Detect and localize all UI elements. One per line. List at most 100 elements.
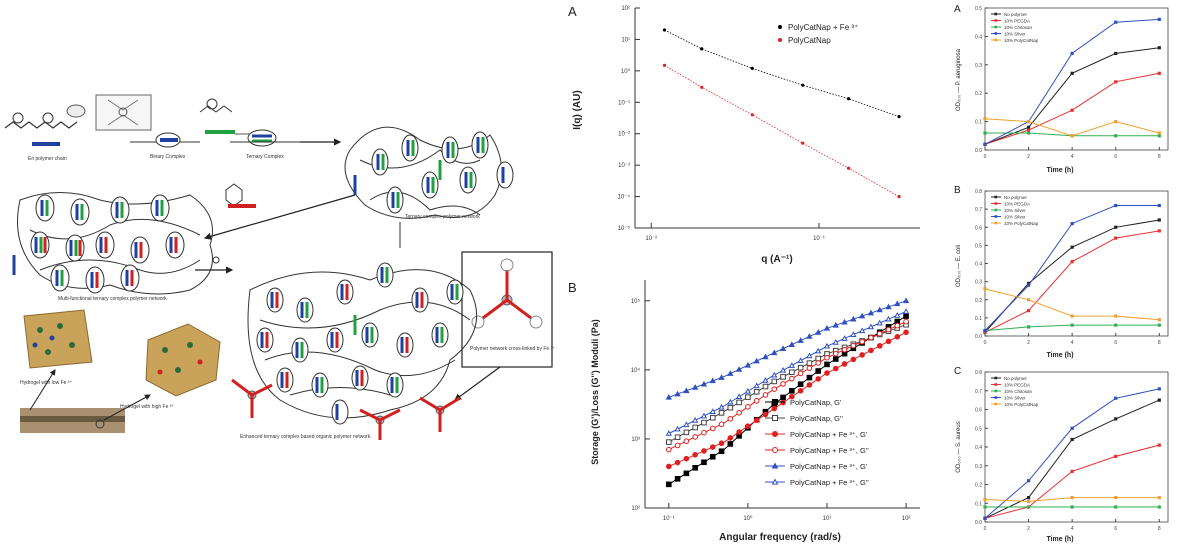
hydrogel-bar-photo <box>20 369 151 433</box>
data-point <box>718 448 725 455</box>
legend-text-0: PolyCatNap, G' <box>790 398 842 407</box>
data-point <box>718 410 725 416</box>
data-point <box>727 398 734 405</box>
data-point <box>850 342 857 349</box>
data-point <box>666 439 672 445</box>
data-point <box>1157 46 1161 50</box>
data-point <box>665 430 672 436</box>
data-point <box>1070 323 1074 327</box>
data-point <box>1157 131 1161 135</box>
data-point <box>858 312 866 319</box>
data-point <box>841 361 848 367</box>
data-point <box>709 377 716 384</box>
data-point <box>692 424 698 431</box>
legend-marker-1 <box>994 383 998 386</box>
data-point <box>762 383 769 390</box>
fe-crosslink-inset: Polymer network cross-linked by Fe ³⁺ <box>461 251 555 368</box>
data-point <box>1026 309 1031 313</box>
data-point <box>780 399 786 406</box>
data-point <box>753 398 760 404</box>
data-point <box>683 455 690 462</box>
data-point <box>867 309 875 316</box>
y-tick-label: 0.5 <box>975 6 982 12</box>
legend-text-1: 10% PEGDA <box>1004 18 1030 23</box>
chain-structure: En polymer chain <box>4 112 78 162</box>
data-point <box>1157 387 1161 391</box>
legend-text-0: No polymer <box>1004 12 1028 17</box>
y-tick-label: 0.1 <box>975 316 982 322</box>
data-point <box>823 324 831 331</box>
data-point <box>897 115 901 119</box>
y-tick-label: 0.8 <box>975 370 982 376</box>
data-point <box>692 452 698 458</box>
data-point <box>789 375 795 382</box>
guest-molecule <box>199 98 250 135</box>
legend-marker-0 <box>994 195 998 199</box>
data-point <box>718 403 725 410</box>
data-point <box>1157 134 1161 138</box>
data-point <box>806 352 813 359</box>
y-tick-label: 10⁻² <box>618 132 630 138</box>
growth-chart-c: C 0.0 0.1 0.2 0.3 0.4 0.5 0.6 0.7 0.8 0 2 4 6 8 Time … <box>954 366 1169 543</box>
legend-marker-0 <box>994 12 998 16</box>
y-tick-label: 0.3 <box>975 464 982 470</box>
legend-text-1: 10% PEGDA <box>1004 382 1030 387</box>
data-point <box>1114 505 1118 509</box>
growth-chart-a: A 0.0 0.1 0.2 0.3 0.4 0.5 0 2 4 6 8 Time (h) OD₆₀₀… <box>954 4 1169 174</box>
data-point <box>780 381 786 387</box>
y-tick-label: 10⁰ <box>621 68 631 75</box>
data-point <box>709 425 716 432</box>
x-tick-label: 6 <box>1114 340 1117 346</box>
legend-text-2: 10% Chitosan <box>1004 389 1033 394</box>
y-tick-label: 0.1 <box>975 120 982 126</box>
data-point <box>902 297 910 304</box>
data-point <box>771 378 778 385</box>
data-point <box>700 380 708 387</box>
data-point <box>885 303 892 310</box>
data-point <box>832 321 839 328</box>
legend-marker-1 <box>994 202 998 205</box>
y-tick-label: 0.0 <box>975 520 982 526</box>
data-point <box>753 389 760 395</box>
x-tick-label: 10⁻² <box>645 236 657 242</box>
legend-marker-3 <box>994 32 998 35</box>
y-axis-label: Storage (G')/Loss (G'') Moduli (Pa) <box>590 319 600 464</box>
data-point <box>1070 245 1074 249</box>
x-tick-label: 8 <box>1158 154 1161 160</box>
ternary-complex: Ternary Complex <box>230 129 300 160</box>
data-point <box>983 328 987 333</box>
data-point <box>701 448 707 454</box>
x-tick-label: 0 <box>984 526 987 532</box>
data-point <box>1070 108 1074 112</box>
data-point <box>1114 51 1118 56</box>
data-point <box>745 404 751 410</box>
legend-marker-1 <box>778 38 782 42</box>
data-point <box>1114 236 1118 240</box>
data-point <box>841 346 848 353</box>
data-point <box>727 435 734 441</box>
data-point <box>780 394 786 401</box>
data-point <box>859 338 865 345</box>
data-point <box>885 326 892 333</box>
panel-label: C <box>954 366 961 377</box>
data-point <box>1114 225 1118 229</box>
y-tick-label: 0.3 <box>975 63 982 69</box>
data-point <box>815 329 822 335</box>
data-point <box>983 117 987 121</box>
data-point <box>666 463 672 470</box>
data-point <box>832 365 839 372</box>
legend-marker-2 <box>994 389 998 393</box>
arrow-to-multifunctional <box>203 194 356 240</box>
legend-marker-4 <box>994 38 998 42</box>
data-point <box>876 306 883 313</box>
data-point <box>718 374 725 380</box>
data-point <box>735 393 743 400</box>
legend-text-3: 10% Silver <box>1004 214 1026 219</box>
data-point <box>674 459 681 466</box>
data-point <box>736 399 742 406</box>
plot-area: 0.0 0.1 0.2 0.3 0.4 0.5 0 2 4 6 8 <box>975 6 1169 160</box>
data-point <box>850 356 857 363</box>
data-point <box>771 371 778 378</box>
y-tick-label: 0.6 <box>975 225 982 231</box>
data-point <box>1026 499 1031 503</box>
